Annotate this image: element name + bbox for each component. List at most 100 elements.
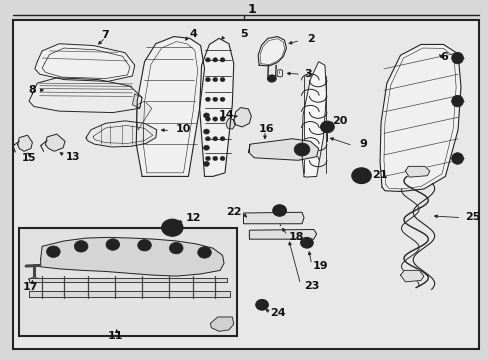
Text: 14: 14 xyxy=(219,110,234,120)
Text: 21: 21 xyxy=(371,170,387,180)
Text: 5: 5 xyxy=(239,30,247,39)
Ellipse shape xyxy=(220,58,224,62)
Ellipse shape xyxy=(106,239,120,250)
Text: 8: 8 xyxy=(28,85,36,95)
Text: 3: 3 xyxy=(304,69,311,79)
Polygon shape xyxy=(35,44,135,81)
Polygon shape xyxy=(41,237,224,276)
Ellipse shape xyxy=(220,156,224,161)
Ellipse shape xyxy=(212,58,217,62)
Ellipse shape xyxy=(320,121,333,133)
Text: 11: 11 xyxy=(107,331,123,341)
Ellipse shape xyxy=(259,303,264,307)
Ellipse shape xyxy=(267,75,276,82)
Ellipse shape xyxy=(167,224,177,232)
Polygon shape xyxy=(379,44,460,192)
Ellipse shape xyxy=(212,136,217,141)
Text: 15: 15 xyxy=(21,153,36,163)
Ellipse shape xyxy=(46,246,60,257)
Text: 9: 9 xyxy=(358,139,366,149)
Ellipse shape xyxy=(205,77,210,82)
Ellipse shape xyxy=(161,219,183,236)
Ellipse shape xyxy=(212,77,217,82)
Text: 17: 17 xyxy=(23,282,39,292)
Ellipse shape xyxy=(220,117,224,121)
Ellipse shape xyxy=(212,97,217,102)
Ellipse shape xyxy=(197,247,211,258)
Text: 16: 16 xyxy=(258,124,274,134)
Ellipse shape xyxy=(220,97,224,102)
Text: 12: 12 xyxy=(185,213,201,223)
Ellipse shape xyxy=(324,125,330,130)
Text: 7: 7 xyxy=(102,30,109,40)
Ellipse shape xyxy=(201,250,207,255)
Ellipse shape xyxy=(300,237,313,248)
Polygon shape xyxy=(18,135,32,151)
Text: 25: 25 xyxy=(464,212,479,221)
Text: 13: 13 xyxy=(65,152,80,162)
Polygon shape xyxy=(136,101,152,130)
Ellipse shape xyxy=(294,143,309,156)
Polygon shape xyxy=(199,39,233,176)
Text: 2: 2 xyxy=(306,34,314,44)
Ellipse shape xyxy=(50,249,56,254)
Text: 19: 19 xyxy=(312,261,328,271)
Ellipse shape xyxy=(173,246,179,251)
Ellipse shape xyxy=(276,208,282,213)
Ellipse shape xyxy=(205,136,210,141)
Ellipse shape xyxy=(356,172,365,179)
Ellipse shape xyxy=(272,205,286,216)
Ellipse shape xyxy=(212,156,217,161)
Text: 22: 22 xyxy=(226,207,242,217)
Bar xyxy=(19,228,237,336)
Polygon shape xyxy=(302,62,326,177)
Ellipse shape xyxy=(203,161,209,166)
Ellipse shape xyxy=(142,243,147,248)
Ellipse shape xyxy=(169,242,183,254)
Ellipse shape xyxy=(212,117,217,121)
Polygon shape xyxy=(132,94,142,108)
Ellipse shape xyxy=(255,300,268,310)
Ellipse shape xyxy=(203,113,209,118)
Ellipse shape xyxy=(451,95,463,107)
Ellipse shape xyxy=(78,244,84,249)
Polygon shape xyxy=(243,212,304,224)
Ellipse shape xyxy=(138,239,151,251)
Ellipse shape xyxy=(110,242,116,247)
Polygon shape xyxy=(233,108,251,127)
Ellipse shape xyxy=(205,117,210,121)
Text: 24: 24 xyxy=(269,308,285,318)
Polygon shape xyxy=(277,69,282,77)
Text: 18: 18 xyxy=(288,232,303,242)
Polygon shape xyxy=(225,118,235,129)
Polygon shape xyxy=(249,229,316,239)
Text: 23: 23 xyxy=(304,281,319,291)
Polygon shape xyxy=(29,78,142,113)
Ellipse shape xyxy=(451,153,463,164)
Text: 20: 20 xyxy=(331,116,347,126)
Ellipse shape xyxy=(220,77,224,82)
Text: 10: 10 xyxy=(175,124,190,134)
Polygon shape xyxy=(45,134,65,151)
Ellipse shape xyxy=(205,58,210,62)
Polygon shape xyxy=(400,270,423,282)
Polygon shape xyxy=(210,317,233,331)
Polygon shape xyxy=(29,291,229,297)
Polygon shape xyxy=(136,37,204,176)
Ellipse shape xyxy=(451,52,463,64)
Ellipse shape xyxy=(205,156,210,161)
Ellipse shape xyxy=(220,136,224,141)
Ellipse shape xyxy=(203,145,209,150)
Text: 4: 4 xyxy=(189,30,197,39)
Ellipse shape xyxy=(205,97,210,102)
Polygon shape xyxy=(405,166,429,177)
Text: 6: 6 xyxy=(440,52,447,62)
Polygon shape xyxy=(29,278,227,282)
Ellipse shape xyxy=(203,129,209,134)
Ellipse shape xyxy=(351,168,370,184)
Text: 1: 1 xyxy=(247,3,256,16)
Polygon shape xyxy=(258,37,286,66)
Polygon shape xyxy=(86,121,157,147)
Polygon shape xyxy=(248,139,318,160)
Ellipse shape xyxy=(304,240,309,245)
